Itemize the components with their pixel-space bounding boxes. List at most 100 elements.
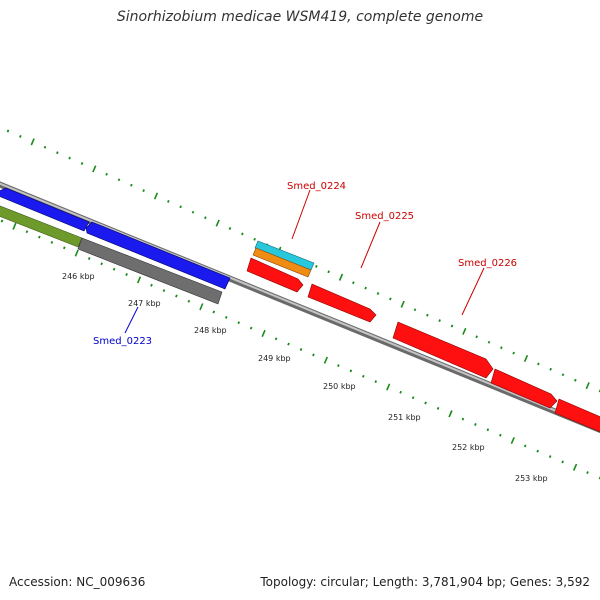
minor-tick	[80, 162, 84, 165]
tick-label: 246 kbp	[62, 272, 95, 281]
minor-tick	[549, 367, 552, 371]
minor-tick	[315, 264, 318, 268]
tick-label: 247 kbp	[128, 299, 161, 308]
minor-tick	[43, 145, 47, 149]
minor-tick	[411, 396, 415, 400]
tick-label: 248 kbp	[194, 326, 227, 335]
minor-tick	[586, 471, 589, 475]
minor-tick	[523, 444, 527, 448]
minor-tick	[337, 364, 340, 368]
gene-feature-smed-0225[interactable]	[307, 283, 377, 323]
major-tick	[12, 222, 17, 230]
gene-feature-smed-0223[interactable]	[85, 221, 231, 290]
minor-tick	[299, 348, 303, 351]
minor-tick	[68, 156, 71, 160]
accession-label: Accession: NC_009636	[9, 575, 146, 589]
minor-tick	[499, 433, 502, 437]
minor-tick	[500, 346, 503, 350]
major-tick	[510, 436, 515, 445]
minor-tick	[167, 199, 170, 203]
gene-feature-olive[interactable]	[0, 202, 83, 248]
minor-tick	[436, 406, 440, 410]
minor-tick	[38, 235, 41, 239]
major-tick	[136, 276, 142, 284]
minor-tick	[56, 151, 59, 155]
minor-tick	[162, 289, 166, 293]
gene-feature-gray[interactable]	[77, 237, 223, 305]
minor-tick	[389, 297, 392, 301]
position-tick-labels: 246 kbp 247 kbp 248 kbp 249 kbp 250 kbp …	[62, 272, 548, 483]
major-tick	[523, 354, 529, 363]
gene-feature-red-4[interactable]	[490, 368, 558, 409]
minor-tick	[548, 455, 552, 459]
major-tick	[448, 410, 453, 418]
minor-tick	[6, 129, 10, 133]
minor-tick	[249, 326, 253, 330]
gene-labels: Smed_0223 Smed_0224 Smed_0225 Smed_0226	[93, 181, 517, 347]
minor-tick	[487, 340, 491, 344]
minor-tick	[100, 262, 103, 266]
tick-label: 250 kbp	[323, 382, 356, 391]
minor-tick	[204, 216, 207, 220]
gene-feature-smed-0226[interactable]	[392, 321, 494, 379]
minor-tick	[287, 342, 290, 346]
minor-tick	[237, 321, 241, 325]
minor-tick	[561, 460, 564, 464]
minor-tick	[224, 315, 228, 319]
major-tick	[74, 249, 79, 257]
reverse-strand-genes	[0, 187, 231, 290]
minor-tick	[87, 257, 91, 260]
major-tick	[386, 383, 391, 391]
minor-tick	[374, 380, 378, 384]
minor-tick	[399, 390, 402, 394]
major-tick	[585, 382, 590, 390]
minor-tick	[424, 401, 427, 405]
minor-tick	[574, 378, 577, 382]
minor-tick	[179, 205, 182, 209]
minor-tick	[241, 232, 244, 236]
minor-tick	[327, 270, 330, 274]
minor-tick	[125, 273, 128, 276]
minor-tick	[537, 362, 540, 366]
minor-tick	[117, 178, 121, 182]
gene-label-smed-0223[interactable]: Smed_0223	[93, 336, 152, 347]
minor-tick	[438, 319, 441, 323]
map-title: Sinorhizobium medicae WSM419, complete g…	[116, 9, 484, 25]
gene-feature-blue-1[interactable]	[0, 187, 90, 232]
minor-tick	[312, 353, 315, 357]
other-features	[0, 202, 315, 305]
major-tick	[92, 165, 97, 173]
minor-tick	[0, 219, 4, 223]
major-tick	[400, 300, 405, 308]
major-tick	[462, 327, 467, 335]
minor-tick	[486, 428, 490, 432]
minor-tick	[474, 423, 477, 426]
genome-backbone	[0, 181, 600, 434]
minor-tick	[187, 299, 191, 303]
tick-label: 251 kbp	[388, 413, 421, 422]
minor-tick	[561, 373, 565, 377]
minor-tick	[62, 246, 66, 250]
major-tick	[153, 192, 159, 200]
minor-tick	[212, 310, 216, 314]
minor-tick	[376, 292, 380, 295]
gene-label-smed-0224[interactable]: Smed_0224	[287, 181, 346, 192]
forward-strand-genes	[246, 257, 600, 436]
minor-tick	[274, 337, 278, 341]
minor-tick	[536, 449, 540, 453]
minor-tick	[175, 294, 178, 298]
gene-feature-orange[interactable]	[252, 247, 312, 278]
gene-label-smed-0225[interactable]: Smed_0225	[355, 211, 414, 222]
gene-label-smed-0226[interactable]: Smed_0226	[458, 258, 517, 269]
minor-tick	[512, 351, 515, 355]
minor-tick	[25, 230, 29, 234]
minor-tick	[253, 237, 256, 241]
minor-tick	[361, 374, 365, 378]
major-tick	[199, 303, 204, 311]
gene-feature-red-5[interactable]	[554, 398, 600, 436]
major-tick	[261, 329, 266, 338]
major-tick	[215, 219, 220, 227]
gene-feature-smed-0224[interactable]	[246, 257, 304, 293]
minor-tick	[413, 308, 417, 312]
